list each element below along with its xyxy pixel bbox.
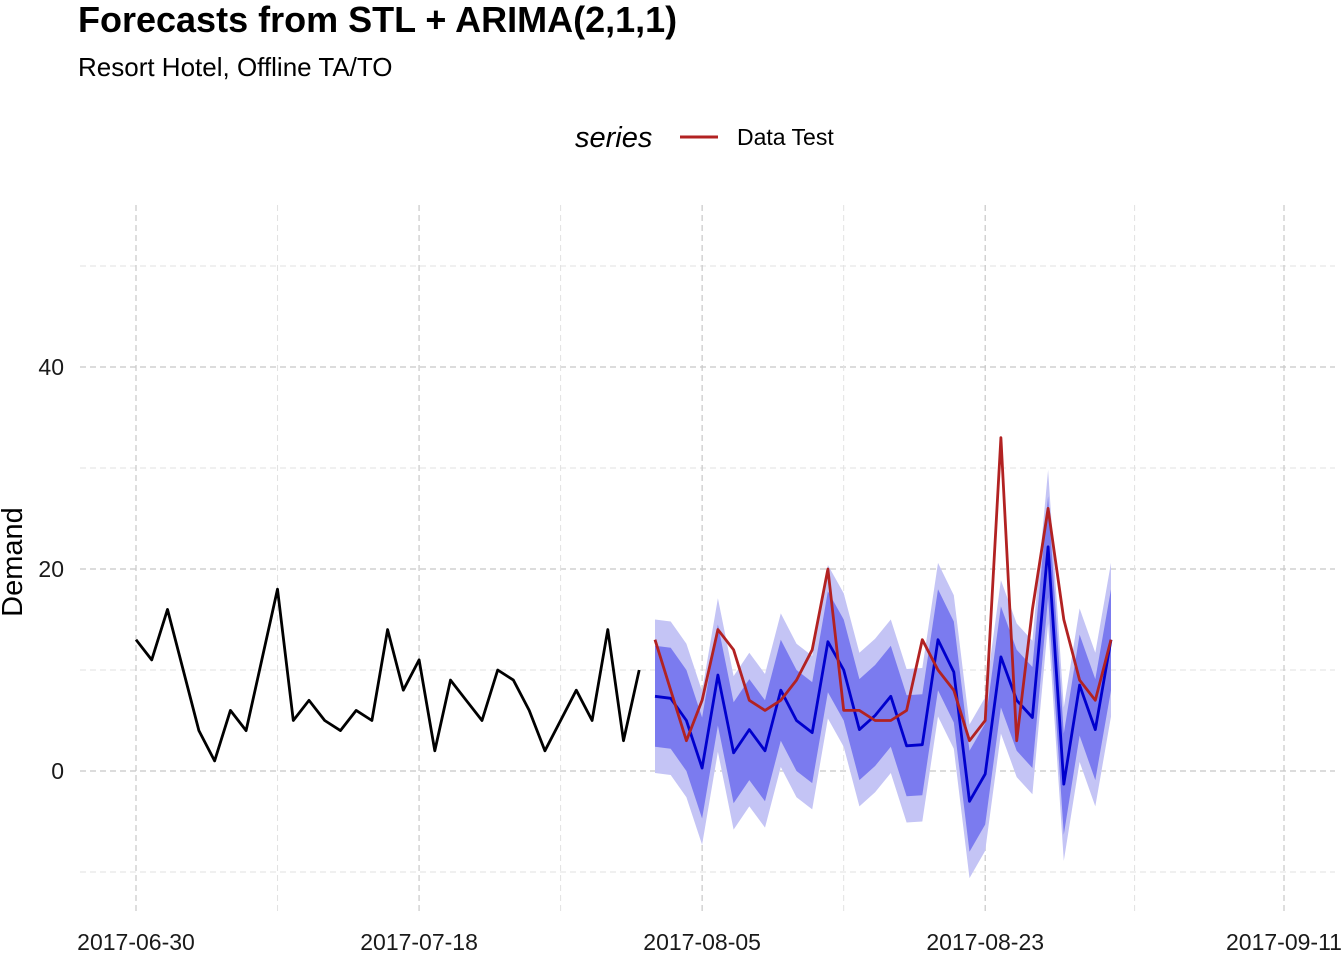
- x-tick-label: 2017-08-23: [926, 929, 1044, 955]
- chart-title: Forecasts from STL + ARIMA(2,1,1): [78, 0, 677, 40]
- y-tick-label: 20: [38, 556, 64, 582]
- band-80-area: [655, 496, 1111, 852]
- x-tick-label: 2017-07-18: [360, 929, 478, 955]
- prediction-interval-80: [655, 496, 1111, 852]
- x-tick-label: 2017-08-05: [643, 929, 761, 955]
- y-axis-title: Demand: [0, 507, 29, 617]
- x-tick-label: 2017-06-30: [77, 929, 195, 955]
- history-line: [134, 587, 641, 763]
- x-axis: 2017-06-30 2017-07-18 2017-08-05 2017-08-23…: [77, 929, 1342, 955]
- y-tick-label: 40: [38, 354, 64, 380]
- legend-label-data-test: Data Test: [737, 124, 834, 150]
- data-test-line: [653, 436, 1113, 743]
- series-lines: [134, 436, 1113, 803]
- y-axis: 0 20 40: [38, 354, 64, 784]
- x-tick-label: 2017-09-11: [1226, 929, 1342, 955]
- grid: [80, 205, 1335, 912]
- y-tick-label: 0: [51, 758, 64, 784]
- legend-title: series: [575, 122, 652, 154]
- forecast-mean-line: [654, 545, 1113, 803]
- chart-subtitle: Resort Hotel, Offline TA/TO: [78, 52, 393, 82]
- legend: series Data Test: [575, 122, 834, 154]
